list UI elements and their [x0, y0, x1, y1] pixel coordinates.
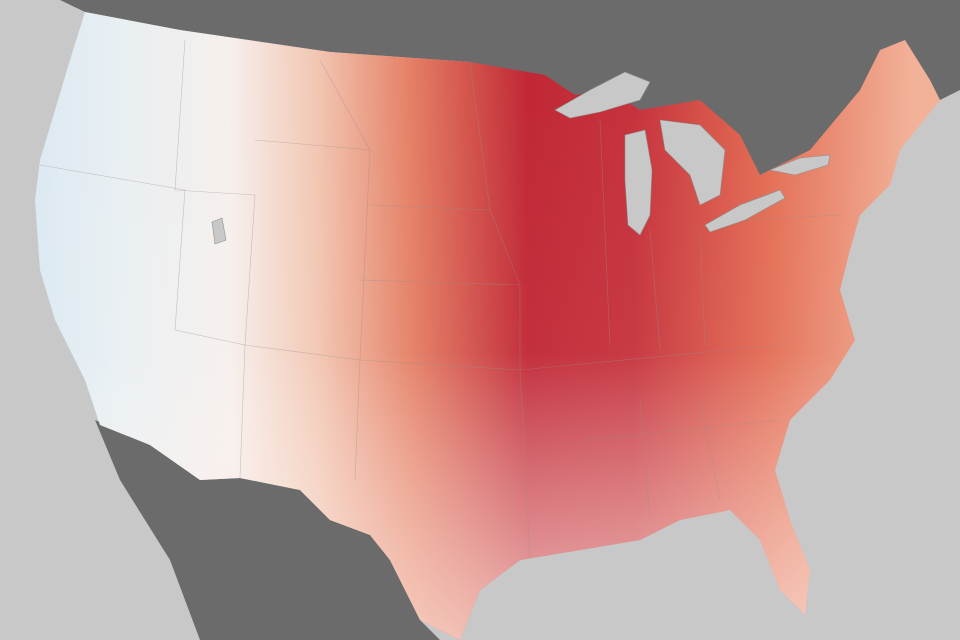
lake-superior [554, 71, 651, 119]
lake-ontario [768, 154, 831, 176]
state-borders [39, 39, 841, 561]
lake-erie [704, 189, 786, 233]
great-lakes [211, 71, 831, 245]
mexico [95, 420, 440, 640]
lake-michigan [624, 129, 653, 236]
great-salt-lake [211, 217, 227, 245]
lake-huron [659, 119, 726, 206]
